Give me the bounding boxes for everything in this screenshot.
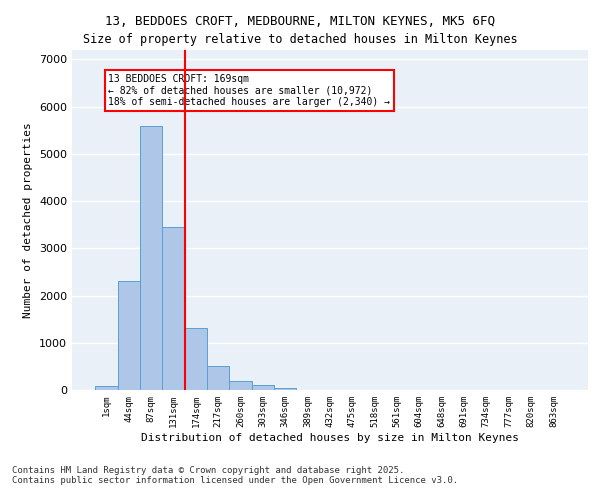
Text: Contains HM Land Registry data © Crown copyright and database right 2025.
Contai: Contains HM Land Registry data © Crown c… [12, 466, 458, 485]
Y-axis label: Number of detached properties: Number of detached properties [23, 122, 34, 318]
Bar [95, 386, 118, 390]
Bar [163, 227, 185, 390]
Bar [185, 328, 207, 390]
Bar [207, 366, 229, 390]
Text: 13, BEDDOES CROFT, MEDBOURNE, MILTON KEYNES, MK5 6FQ: 13, BEDDOES CROFT, MEDBOURNE, MILTON KEY… [105, 15, 495, 28]
X-axis label: Distribution of detached houses by size in Milton Keynes: Distribution of detached houses by size … [141, 432, 519, 442]
Bar [252, 386, 274, 390]
Bar [140, 126, 163, 390]
Bar [229, 380, 252, 390]
Bar [274, 388, 296, 390]
Text: Size of property relative to detached houses in Milton Keynes: Size of property relative to detached ho… [83, 32, 517, 46]
Text: 13 BEDDOES CROFT: 169sqm
← 82% of detached houses are smaller (10,972)
18% of se: 13 BEDDOES CROFT: 169sqm ← 82% of detach… [109, 74, 391, 107]
Bar [118, 282, 140, 390]
